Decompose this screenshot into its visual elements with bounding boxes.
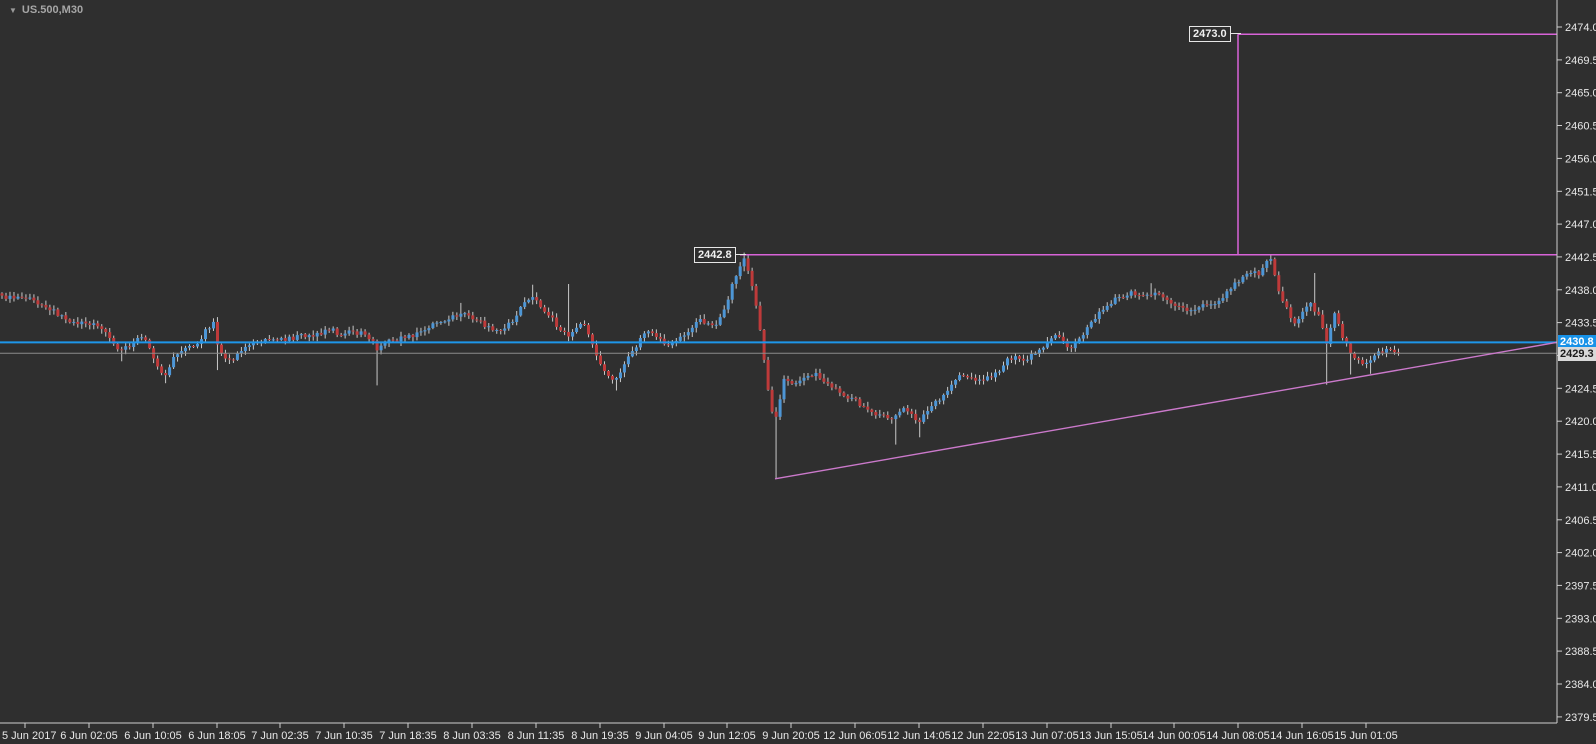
svg-text:6 Jun 02:05: 6 Jun 02:05 — [60, 730, 118, 742]
svg-text:2469.5: 2469.5 — [1565, 55, 1596, 67]
time-axis[interactable]: 5 Jun 2017 6 Jun 02:05 6 Jun 10:05 6 Jun 18… — [2, 730, 1398, 742]
svg-text:14 Jun 16:05: 14 Jun 16:05 — [1270, 730, 1334, 742]
svg-text:2415.5: 2415.5 — [1565, 449, 1596, 461]
svg-text:12 Jun 06:05: 12 Jun 06:05 — [823, 730, 887, 742]
symbol-label: US.500,M30 — [21, 4, 84, 16]
svg-text:2460.5: 2460.5 — [1565, 121, 1596, 133]
svg-text:2402.0: 2402.0 — [1565, 548, 1596, 560]
svg-text:6 Jun 10:05: 6 Jun 10:05 — [124, 730, 182, 742]
svg-text:2397.5: 2397.5 — [1565, 580, 1596, 592]
chart-objects[interactable] — [0, 33, 1558, 480]
svg-text:13 Jun 15:05: 13 Jun 15:05 — [1079, 730, 1143, 742]
svg-text:14 Jun 08:05: 14 Jun 08:05 — [1206, 730, 1270, 742]
svg-text:9 Jun 04:05: 9 Jun 04:05 — [635, 730, 693, 742]
svg-text:15 Jun 01:05: 15 Jun 01:05 — [1334, 730, 1398, 742]
svg-text:2393.0: 2393.0 — [1565, 613, 1596, 625]
svg-text:8 Jun 19:35: 8 Jun 19:35 — [571, 730, 629, 742]
svg-text:2424.5: 2424.5 — [1565, 383, 1596, 395]
svg-text:2379.5: 2379.5 — [1565, 712, 1596, 724]
svg-text:2406.5: 2406.5 — [1565, 515, 1596, 527]
svg-text:14 Jun 00:05: 14 Jun 00:05 — [1142, 730, 1206, 742]
svg-text:2411.0: 2411.0 — [1565, 482, 1596, 494]
trendline[interactable] — [774, 341, 1558, 480]
current-price-badge: 2430.8 — [1558, 335, 1596, 350]
axis-frame — [0, 0, 1562, 728]
svg-text:2447.0: 2447.0 — [1565, 219, 1596, 231]
svg-text:9 Jun 20:05: 9 Jun 20:05 — [762, 730, 820, 742]
svg-text:6 Jun 18:05: 6 Jun 18:05 — [188, 730, 246, 742]
svg-text:7 Jun 10:35: 7 Jun 10:35 — [315, 730, 373, 742]
svg-text:9 Jun 12:05: 9 Jun 12:05 — [698, 730, 756, 742]
svg-text:8 Jun 03:35: 8 Jun 03:35 — [443, 730, 501, 742]
svg-text:2420.0: 2420.0 — [1565, 416, 1596, 428]
tag-connector — [734, 253, 746, 255]
symbol-dropdown[interactable]: ▼ US.500,M30 — [9, 4, 83, 16]
tag-connector — [1229, 33, 1241, 35]
svg-text:5 Jun 2017: 5 Jun 2017 — [2, 730, 56, 742]
svg-text:13 Jun 07:05: 13 Jun 07:05 — [1015, 730, 1079, 742]
svg-text:12 Jun 22:05: 12 Jun 22:05 — [951, 730, 1015, 742]
svg-text:2474.0: 2474.0 — [1565, 22, 1596, 34]
svg-text:2451.5: 2451.5 — [1565, 186, 1596, 198]
svg-text:12 Jun 14:05: 12 Jun 14:05 — [887, 730, 951, 742]
svg-text:2384.0: 2384.0 — [1565, 679, 1596, 691]
svg-text:2465.0: 2465.0 — [1565, 88, 1596, 100]
candlestick-wicks — [1, 252, 1399, 479]
svg-text:2456.0: 2456.0 — [1565, 153, 1596, 165]
triangle-down-icon: ▼ — [9, 5, 17, 15]
svg-text:2388.5: 2388.5 — [1565, 646, 1596, 658]
svg-text:2438.0: 2438.0 — [1565, 285, 1596, 297]
svg-text:2442.5: 2442.5 — [1565, 252, 1596, 264]
svg-text:2433.5: 2433.5 — [1565, 318, 1596, 330]
svg-text:8 Jun 11:35: 8 Jun 11:35 — [508, 730, 565, 742]
svg-text:7 Jun 02:35: 7 Jun 02:35 — [251, 730, 309, 742]
price-tag-2473[interactable]: 2473.0 — [1189, 26, 1241, 43]
bid-price-badge: 2429.3 — [1558, 347, 1596, 362]
price-tag-2442[interactable]: 2442.8 — [694, 246, 746, 263]
price-axis[interactable]: 2474.0 2469.5 2465.0 2460.5 2456.0 2451.5 2447… — [1565, 22, 1596, 724]
svg-text:7 Jun 18:35: 7 Jun 18:35 — [379, 730, 437, 742]
candlestick-bodies — [0, 258, 1400, 422]
